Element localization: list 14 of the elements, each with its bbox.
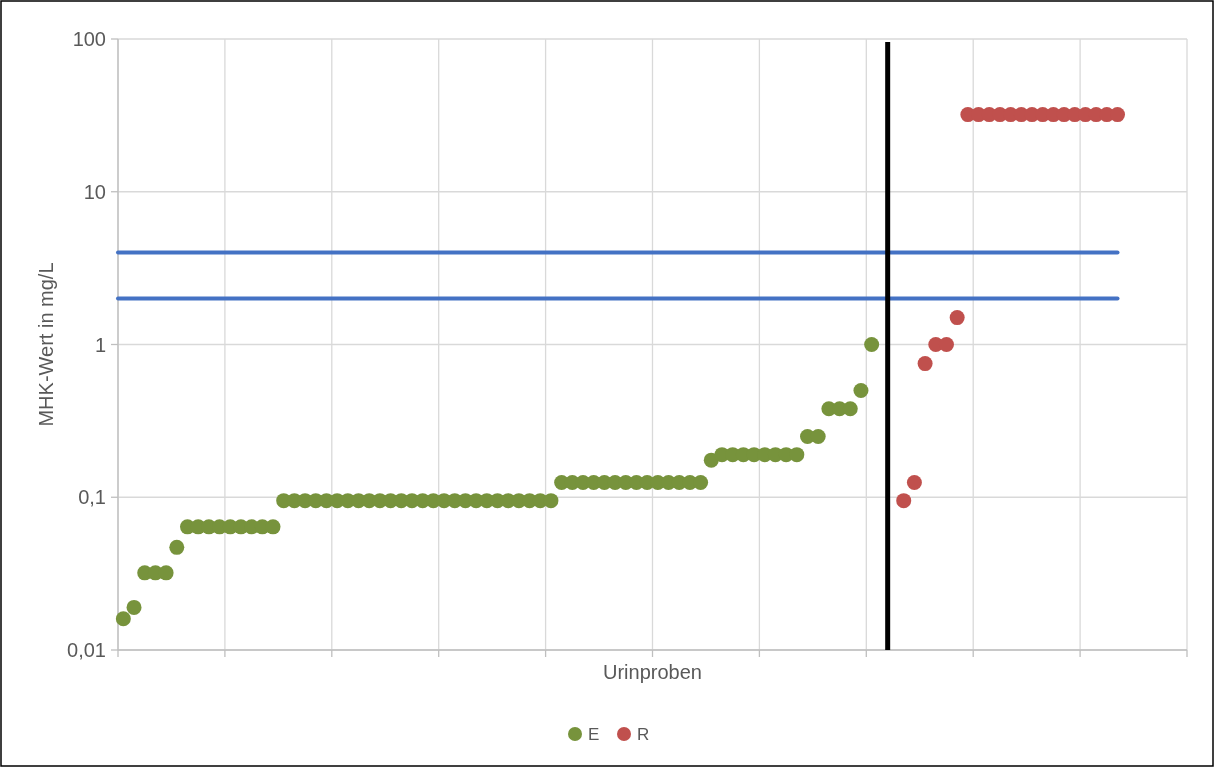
- y-tick-label: 0,1: [78, 486, 106, 509]
- y-tick-label: 10: [83, 180, 106, 203]
- x-axis-title: Urinproben: [603, 661, 702, 683]
- y-tick-label: 1: [94, 333, 106, 356]
- y-tick-label: 100: [72, 28, 106, 50]
- legend-label: R: [637, 724, 650, 744]
- legend-label: E: [588, 724, 600, 744]
- y-tick-label: 0,01: [67, 639, 106, 661]
- point: [906, 474, 922, 490]
- point: [949, 310, 965, 326]
- point: [917, 356, 933, 372]
- y-axis-title: MHK-Wert in mg/L: [35, 262, 57, 427]
- point: [896, 493, 912, 509]
- point: [1110, 107, 1126, 123]
